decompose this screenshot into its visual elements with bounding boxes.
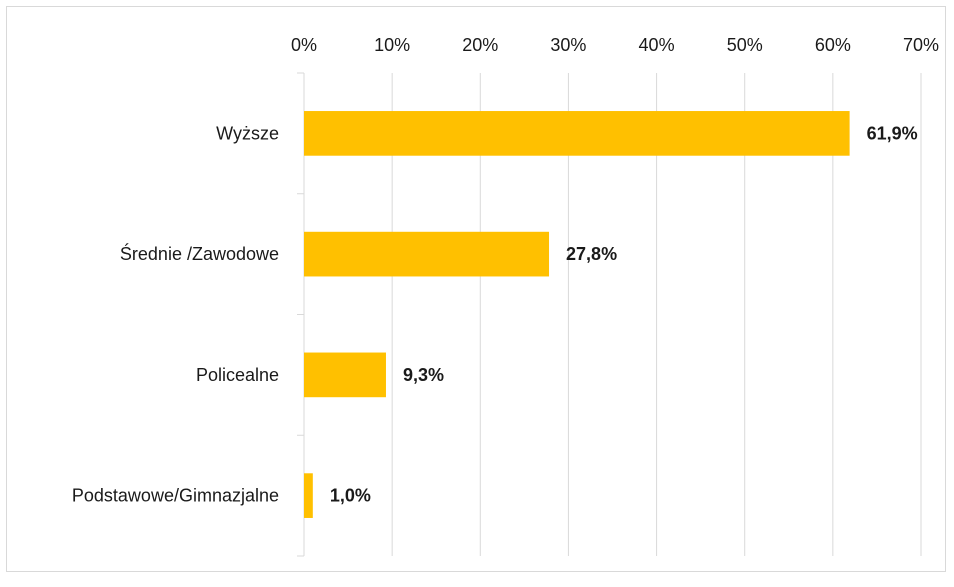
x-tick-label: 70% xyxy=(903,35,939,55)
data-label: 27,8% xyxy=(566,244,617,264)
category-label: Policealne xyxy=(196,365,279,385)
bar[interactable] xyxy=(304,111,850,156)
data-label: 61,9% xyxy=(867,123,918,143)
chart-frame: 0% 10% 20% 30% 40% 50% 60% 70% Wyższe 61,9% Średni… xyxy=(6,6,946,572)
bar[interactable] xyxy=(304,231,550,277)
x-tick-label: 60% xyxy=(815,35,851,55)
category-label: Wyższe xyxy=(216,123,279,143)
x-tick-label: 10% xyxy=(374,35,410,55)
x-tick-label: 20% xyxy=(462,35,498,55)
category-label: Podstawowe/Gimnazjalne xyxy=(72,486,279,506)
data-label: 1,0% xyxy=(330,486,371,506)
bar-chart: 0% 10% 20% 30% 40% 50% 60% 70% Wyższe 61,9% Średni… xyxy=(72,35,939,557)
x-tick-label: 40% xyxy=(639,35,675,55)
bar[interactable] xyxy=(304,473,313,518)
x-tick-label: 30% xyxy=(550,35,586,55)
bar[interactable] xyxy=(304,352,386,398)
data-label: 9,3% xyxy=(403,365,444,385)
category-label: Średnie /Zawodowe xyxy=(120,243,279,264)
x-tick-label: 50% xyxy=(727,35,763,55)
x-tick-label: 0% xyxy=(291,35,317,55)
